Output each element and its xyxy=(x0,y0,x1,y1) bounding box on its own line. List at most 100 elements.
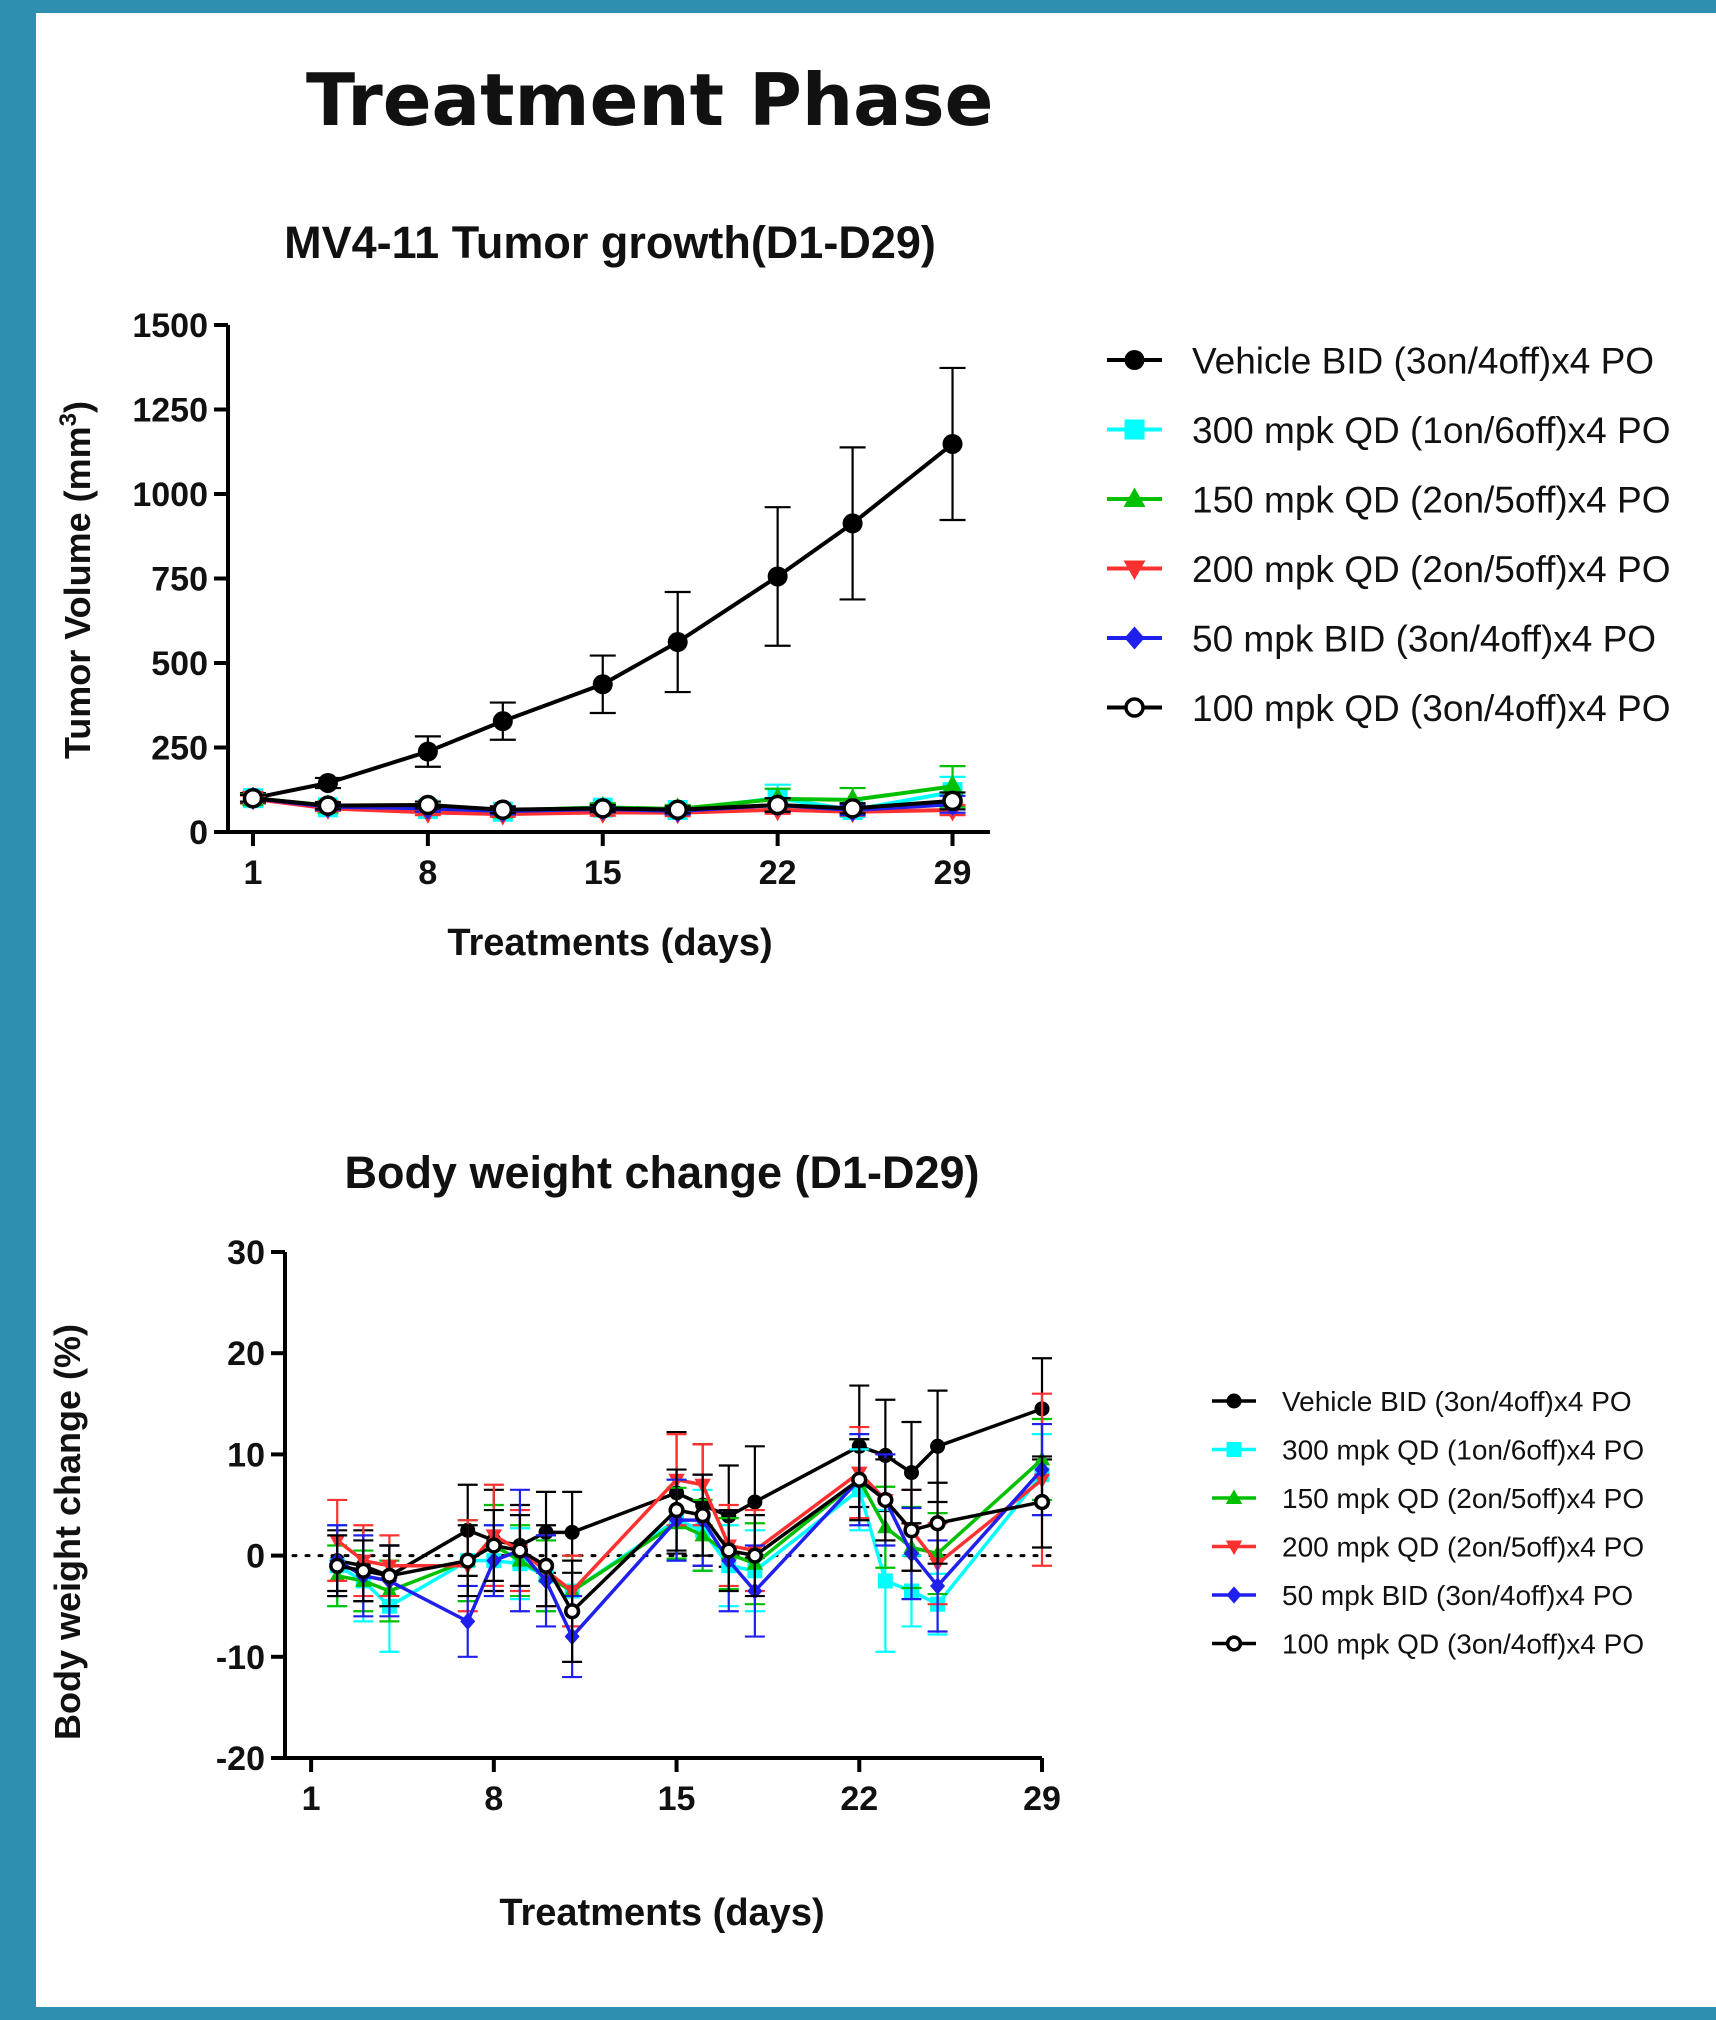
data-point xyxy=(747,1494,763,1510)
y-tick-label: 0 xyxy=(246,1538,265,1576)
legend-label: Vehicle BID (3on/4off)x4 PO xyxy=(1192,340,1654,381)
data-point xyxy=(942,433,963,454)
legend-label: 150 mpk QD (2on/5off)x4 PO xyxy=(1192,479,1671,520)
page-title: Treatment Phase xyxy=(306,58,994,142)
data-point xyxy=(877,1491,894,1509)
data-point xyxy=(667,632,688,653)
legend-marker xyxy=(1225,1489,1243,1504)
data-point xyxy=(592,798,614,819)
data-point xyxy=(355,1562,372,1579)
data-point xyxy=(329,1557,346,1574)
data-point xyxy=(537,1557,555,1574)
x-tick-label: 1 xyxy=(244,854,263,892)
legend-label: Vehicle BID (3on/4off)x4 PO xyxy=(1282,1386,1632,1417)
data-point xyxy=(1033,1493,1051,1511)
tumor-growth-series xyxy=(239,366,966,826)
series-line xyxy=(252,442,954,801)
y-tick-label: 30 xyxy=(227,1234,265,1272)
legend-label: 50 mpk BID (3on/4off)x4 PO xyxy=(1192,618,1656,659)
data-point xyxy=(667,799,688,820)
legend-marker xyxy=(1124,626,1145,650)
body-weight-series xyxy=(327,1357,1052,1679)
data-point xyxy=(492,799,514,820)
legend-item: 100 mpk QD (3on/4off)x4 PO xyxy=(1107,688,1671,729)
data-point xyxy=(877,1573,893,1589)
legend-marker xyxy=(1124,697,1145,718)
data-point xyxy=(903,1465,919,1481)
body-weight-axes: -20 -10 0 10 20 30 1 8 15 22 29 xyxy=(216,1234,1061,1818)
x-tick-label: 29 xyxy=(1023,1780,1061,1818)
data-point xyxy=(929,1515,946,1532)
x-tick-label: 29 xyxy=(934,854,972,892)
x-tick-label: 22 xyxy=(759,854,797,892)
legend-marker xyxy=(1226,1393,1242,1409)
data-point xyxy=(417,741,438,762)
body-weight-y-axis-label: Body weight change (%) xyxy=(47,1324,88,1740)
body-weight-x-axis-label: Treatments (days) xyxy=(499,1892,824,1934)
data-point xyxy=(592,674,613,695)
legend-marker xyxy=(1226,1442,1242,1457)
data-point xyxy=(942,790,963,812)
legend-label: 100 mpk QD (3on/4off)x4 PO xyxy=(1192,688,1671,729)
series-4 xyxy=(327,1392,1052,1628)
y-tick-label: 750 xyxy=(151,561,208,599)
x-tick-label: 8 xyxy=(484,1780,503,1818)
legend-label: 300 mpk QD (1on/6off)x4 PO xyxy=(1192,410,1671,451)
data-point xyxy=(511,1542,529,1559)
legend-marker xyxy=(1226,1586,1242,1604)
y-tick-label: 1000 xyxy=(132,476,208,514)
y-tick-label: 500 xyxy=(151,645,208,683)
legend-item: Vehicle BID (3on/4off)x4 PO xyxy=(1107,340,1654,381)
legend-item: 300 mpk QD (1on/6off)x4 PO xyxy=(1212,1435,1644,1466)
legend-label: 150 mpk QD (2on/5off)x4 PO xyxy=(1282,1483,1644,1514)
data-point xyxy=(242,787,264,809)
legend-item: 300 mpk QD (1on/6off)x4 PO xyxy=(1107,410,1671,451)
legend-label: 300 mpk QD (1on/6off)x4 PO xyxy=(1282,1435,1644,1466)
data-point xyxy=(746,1547,763,1564)
y-tick-label: -10 xyxy=(216,1639,265,1677)
legend-marker xyxy=(1123,560,1146,580)
legend-label: 200 mpk QD (2on/5off)x4 PO xyxy=(1192,549,1671,590)
data-point xyxy=(842,513,863,534)
tumor-growth-chart: MV4-11 Tumor growth(D1-D29) Treatments (… xyxy=(55,217,1671,964)
series-1 xyxy=(239,366,966,809)
y-tick-label: 10 xyxy=(227,1436,265,1474)
legend-marker xyxy=(1124,419,1145,440)
tumor-growth-y-axis-label: Tumor Volume (mm3) xyxy=(55,401,98,759)
tumor-growth-legend: Vehicle BID (3on/4off)x4 PO 300 mpk QD (1… xyxy=(1107,340,1671,729)
body-weight-chart: Body weight change (D1-D29) Treatments (… xyxy=(47,1147,1644,1934)
series-6 xyxy=(239,787,966,820)
tumor-growth-title: MV4-11 Tumor growth(D1-D29) xyxy=(284,217,936,268)
legend-item: 100 mpk QD (3on/4off)x4 PO xyxy=(1212,1629,1644,1660)
y-tick-label: 1250 xyxy=(132,392,208,430)
data-point xyxy=(941,774,964,795)
data-point xyxy=(460,1612,476,1631)
data-point xyxy=(317,772,338,793)
data-point xyxy=(317,795,339,816)
legend-item: 150 mpk QD (2on/5off)x4 PO xyxy=(1212,1483,1644,1514)
y-tick-label: 250 xyxy=(151,730,208,768)
series-6 xyxy=(327,1438,1052,1663)
data-point xyxy=(459,1552,476,1569)
legend-item: Vehicle BID (3on/4off)x4 PO xyxy=(1212,1386,1632,1417)
legend-label: 100 mpk QD (3on/4off)x4 PO xyxy=(1282,1629,1644,1660)
legend-item: 200 mpk QD (2on/5off)x4 PO xyxy=(1212,1532,1644,1563)
x-tick-label: 15 xyxy=(658,1780,696,1818)
x-tick-label: 15 xyxy=(584,854,622,892)
data-point xyxy=(720,1542,737,1559)
legend-marker xyxy=(1225,1540,1243,1556)
data-point xyxy=(381,1567,398,1584)
data-point xyxy=(694,1506,711,1524)
body-weight-title: Body weight change (D1-D29) xyxy=(344,1147,979,1198)
data-point xyxy=(767,794,788,816)
y-tick-label: 1500 xyxy=(132,307,208,345)
legend-marker xyxy=(1124,350,1145,370)
legend-label: 200 mpk QD (2on/5off)x4 PO xyxy=(1282,1532,1644,1563)
x-tick-label: 22 xyxy=(840,1780,878,1818)
x-tick-label: 1 xyxy=(302,1780,321,1818)
body-weight-legend: Vehicle BID (3on/4off)x4 PO 300 mpk QD (1… xyxy=(1212,1386,1644,1660)
data-point xyxy=(842,798,863,819)
data-point xyxy=(903,1522,920,1539)
